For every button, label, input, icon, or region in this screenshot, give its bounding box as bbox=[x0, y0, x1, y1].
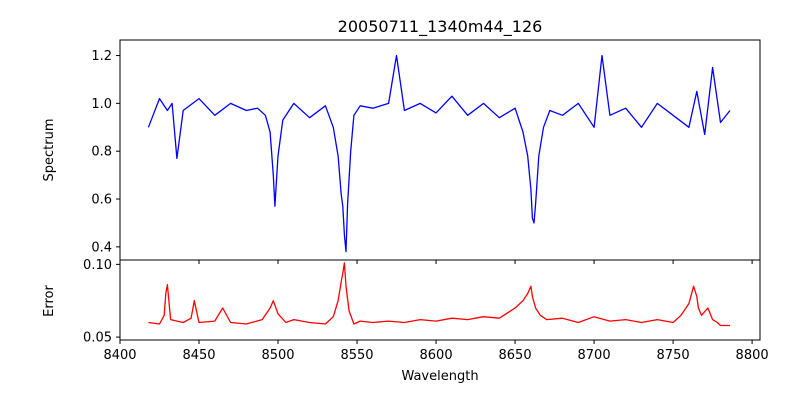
error-x-tick-label: 8550 bbox=[340, 348, 373, 363]
error-panel: 0.05 0.10 8400 8450 8500 8550 8600 8650 8700 875… bbox=[42, 258, 769, 384]
error-y-axis-label: Error bbox=[42, 285, 57, 317]
error-x-tick-label: 8750 bbox=[657, 348, 690, 363]
error-x-tick-label: 8650 bbox=[499, 348, 532, 363]
error-series bbox=[148, 262, 730, 327]
error-x-tick-label: 8600 bbox=[420, 348, 453, 363]
error-axes-frame bbox=[119, 259, 761, 341]
spectrum-y-ticks: 0.4 0.6 0.8 1.0 1.2 bbox=[91, 49, 120, 255]
error-x-tick-label: 8800 bbox=[736, 348, 769, 363]
error-x-tick-label: 8450 bbox=[182, 348, 215, 363]
spectrum-axes-frame bbox=[119, 39, 761, 261]
error-y-tick-label: 0.10 bbox=[83, 258, 112, 273]
spectrum-series bbox=[147, 54, 731, 253]
spectrum-line bbox=[147, 54, 731, 253]
spectrum-y-tick-label: 0.6 bbox=[91, 193, 112, 208]
spectrum-y-tick-label: 1.2 bbox=[91, 49, 112, 64]
spectrum-y-axis-label: Spectrum bbox=[42, 119, 57, 182]
spectrum-x-ticks bbox=[119, 260, 753, 264]
chart-title: 20050711_1340m44_126 bbox=[338, 17, 543, 37]
spectrum-y-tick-label: 0.8 bbox=[91, 145, 112, 160]
error-x-tick-label: 8400 bbox=[103, 348, 136, 363]
error-line bbox=[148, 262, 730, 327]
error-x-ticks: 8400 8450 8500 8550 8600 8650 8700 8750 8800 bbox=[103, 340, 769, 363]
error-y-tick-label: 0.05 bbox=[83, 331, 112, 346]
x-axis-label: Wavelength bbox=[401, 369, 478, 384]
error-y-ticks: 0.05 0.10 bbox=[83, 258, 120, 346]
spectrum-y-tick-label: 0.4 bbox=[91, 240, 112, 255]
error-x-tick-label: 8500 bbox=[261, 348, 294, 363]
spectrum-y-tick-label: 1.0 bbox=[91, 97, 112, 112]
spectrum-panel: 0.4 0.6 0.8 1.0 1.2 Spectrum bbox=[42, 39, 761, 264]
error-x-tick-label: 8700 bbox=[578, 348, 611, 363]
